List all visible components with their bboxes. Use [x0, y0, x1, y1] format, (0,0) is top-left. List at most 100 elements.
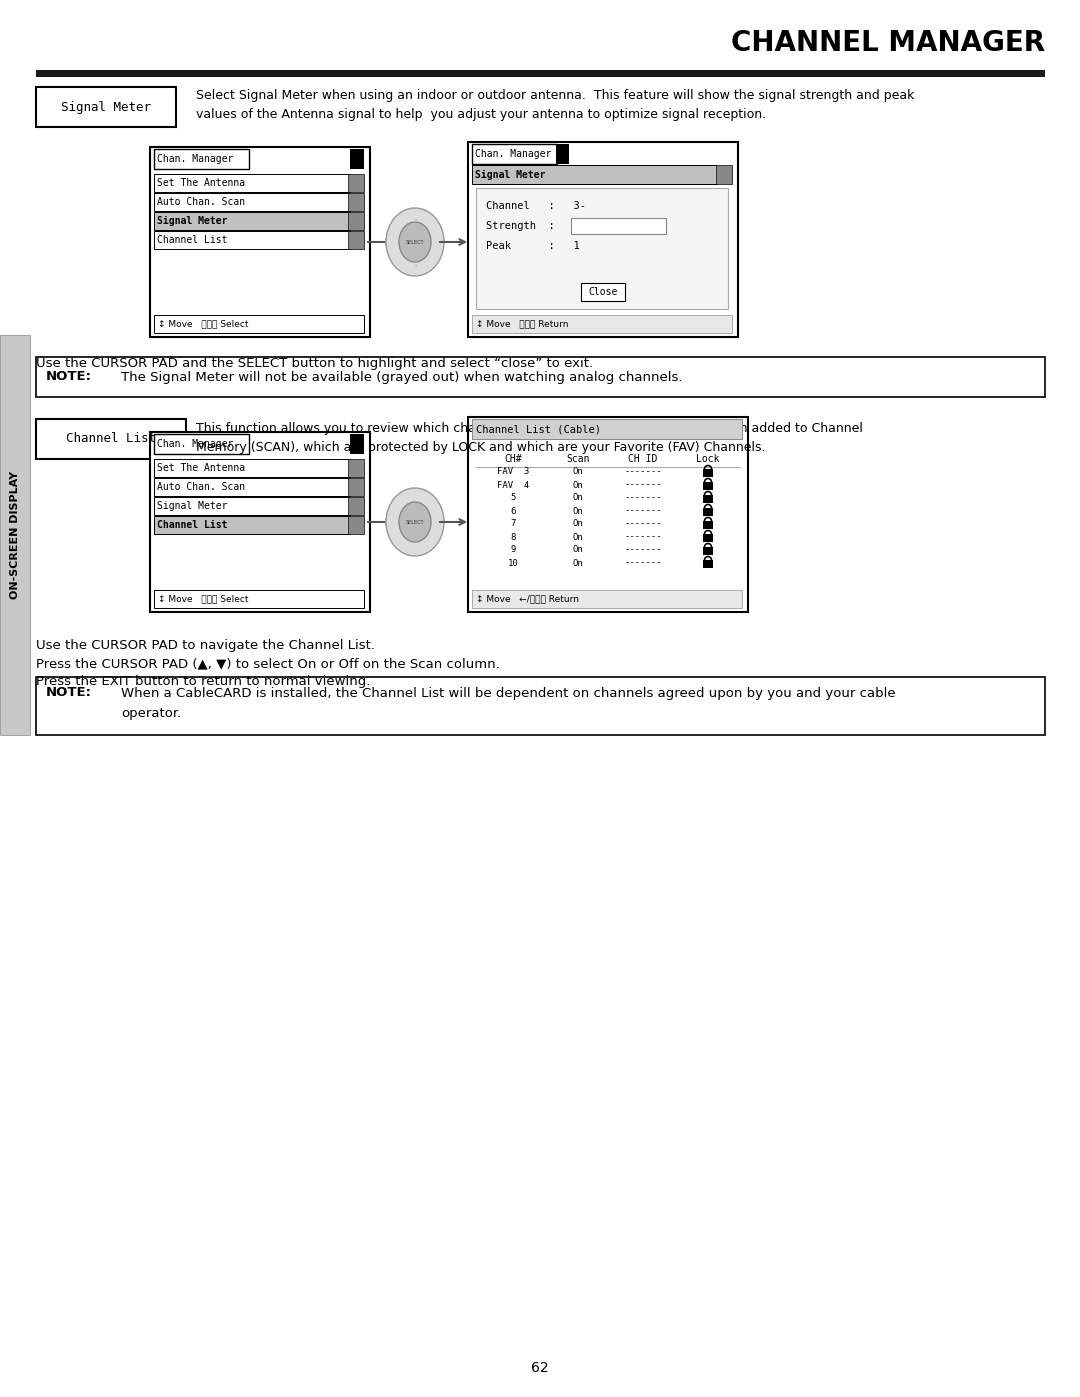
Text: 62: 62 [531, 1361, 549, 1375]
Bar [472, 144, 557, 163]
Text: -------: ------- [624, 520, 662, 528]
Bar [348, 212, 364, 231]
Text: -------: ------- [624, 507, 662, 515]
Bar [154, 149, 249, 169]
Text: Channel List: Channel List [157, 520, 228, 529]
Text: ↕ Move   Ⓢⓔⓛ Select: ↕ Move Ⓢⓔⓛ Select [158, 595, 248, 604]
Text: On: On [572, 520, 583, 528]
Bar [703, 534, 713, 542]
Text: This function allows you to review which channels are labeled (CH ID), which hav: This function allows you to review which… [195, 422, 863, 434]
Bar [348, 193, 364, 211]
Bar [348, 515, 364, 534]
Bar [36, 70, 1045, 77]
Text: CH#: CH# [504, 454, 522, 464]
Text: 5: 5 [511, 493, 515, 503]
Bar [154, 497, 350, 515]
Text: .: . [414, 261, 416, 267]
Bar [154, 460, 350, 476]
Text: NOTE:: NOTE: [46, 370, 92, 384]
Text: Chan. Manager: Chan. Manager [157, 154, 233, 163]
Text: On: On [572, 493, 583, 503]
Text: NOTE:: NOTE: [46, 686, 92, 700]
Text: On: On [572, 545, 583, 555]
Bar [348, 175, 364, 191]
Text: ON-SCREEN DISPLAY: ON-SCREEN DISPLAY [10, 471, 21, 599]
Bar [36, 419, 186, 460]
Text: Channel List (Cable): Channel List (Cable) [476, 425, 600, 434]
Bar [703, 548, 713, 555]
Text: On: On [572, 559, 583, 567]
Bar [716, 165, 732, 184]
Bar [703, 521, 713, 529]
Bar [154, 434, 249, 454]
Bar [581, 284, 625, 300]
Text: ↕ Move   Ⓢⓔⓛ Return: ↕ Move Ⓢⓔⓛ Return [476, 320, 568, 328]
Text: -------: ------- [624, 559, 662, 567]
Text: Signal Meter: Signal Meter [157, 217, 228, 226]
Bar [468, 416, 748, 612]
Text: Set The Antenna: Set The Antenna [157, 462, 245, 474]
Text: Channel   :   3-: Channel : 3- [486, 201, 586, 211]
Ellipse shape [399, 222, 431, 263]
Text: Press the EXIT button to return to normal viewing.: Press the EXIT button to return to norma… [36, 675, 370, 687]
Bar [154, 193, 350, 211]
Bar [154, 590, 364, 608]
Bar [472, 419, 742, 439]
Bar [150, 147, 370, 337]
Text: Peak      :   1: Peak : 1 [486, 242, 580, 251]
Text: On: On [572, 468, 583, 476]
Bar [154, 515, 350, 534]
Text: Auto Chan. Scan: Auto Chan. Scan [157, 197, 245, 207]
Text: On: On [572, 507, 583, 515]
Bar [154, 231, 350, 249]
Bar [472, 590, 742, 608]
Ellipse shape [386, 488, 444, 556]
Text: Channel List: Channel List [157, 235, 228, 244]
Text: Lock: Lock [697, 454, 719, 464]
Bar [0, 335, 30, 735]
Text: Signal Meter: Signal Meter [157, 502, 228, 511]
Text: Set The Antenna: Set The Antenna [157, 177, 245, 189]
Text: Chan. Manager: Chan. Manager [475, 149, 552, 159]
Text: -------: ------- [624, 545, 662, 555]
Text: 7: 7 [511, 520, 515, 528]
Bar [703, 482, 713, 490]
Text: ↕ Move   Ⓢⓔⓛ Select: ↕ Move Ⓢⓔⓛ Select [158, 320, 248, 328]
Text: FAV  3: FAV 3 [497, 468, 529, 476]
Text: On: On [572, 481, 583, 489]
Bar [350, 434, 364, 454]
Bar [556, 144, 569, 163]
Text: Channel List: Channel List [66, 433, 156, 446]
Bar [472, 165, 717, 184]
Bar [703, 495, 713, 503]
Text: Signal Meter: Signal Meter [60, 101, 151, 113]
Text: Use the CURSOR PAD to navigate the Channel List.: Use the CURSOR PAD to navigate the Chann… [36, 638, 375, 652]
Text: When a CableCARD is installed, the Channel List will be dependent on channels ag: When a CableCARD is installed, the Chann… [121, 686, 895, 700]
Text: 10: 10 [508, 559, 518, 567]
Text: Strength  :   1: Strength : 1 [486, 221, 580, 231]
Text: CHANNEL MANAGER: CHANNEL MANAGER [731, 29, 1045, 57]
Text: Use the CURSOR PAD and the SELECT button to highlight and select “close” to exit: Use the CURSOR PAD and the SELECT button… [36, 358, 593, 370]
Ellipse shape [399, 502, 431, 542]
Text: Chan. Manager: Chan. Manager [157, 439, 233, 448]
Bar [348, 478, 364, 496]
Bar [476, 189, 728, 309]
Text: SELECT: SELECT [406, 239, 424, 244]
Bar [348, 231, 364, 249]
Bar [472, 314, 732, 332]
Text: The Signal Meter will not be available (grayed out) when watching analog channel: The Signal Meter will not be available (… [121, 370, 683, 384]
Bar [703, 469, 713, 476]
Bar [154, 478, 350, 496]
Text: 9: 9 [511, 545, 515, 555]
Text: FAV  4: FAV 4 [497, 481, 529, 489]
Text: On: On [572, 532, 583, 542]
Bar [150, 432, 370, 612]
Bar [571, 218, 666, 235]
Bar [154, 175, 350, 191]
Bar [703, 509, 713, 515]
Text: -------: ------- [624, 468, 662, 476]
Text: -------: ------- [624, 481, 662, 489]
Text: Memory (SCAN), which are protected by LOCK and which are your Favorite (FAV) Cha: Memory (SCAN), which are protected by LO… [195, 441, 766, 454]
Text: Auto Chan. Scan: Auto Chan. Scan [157, 482, 245, 492]
Bar [703, 560, 713, 569]
